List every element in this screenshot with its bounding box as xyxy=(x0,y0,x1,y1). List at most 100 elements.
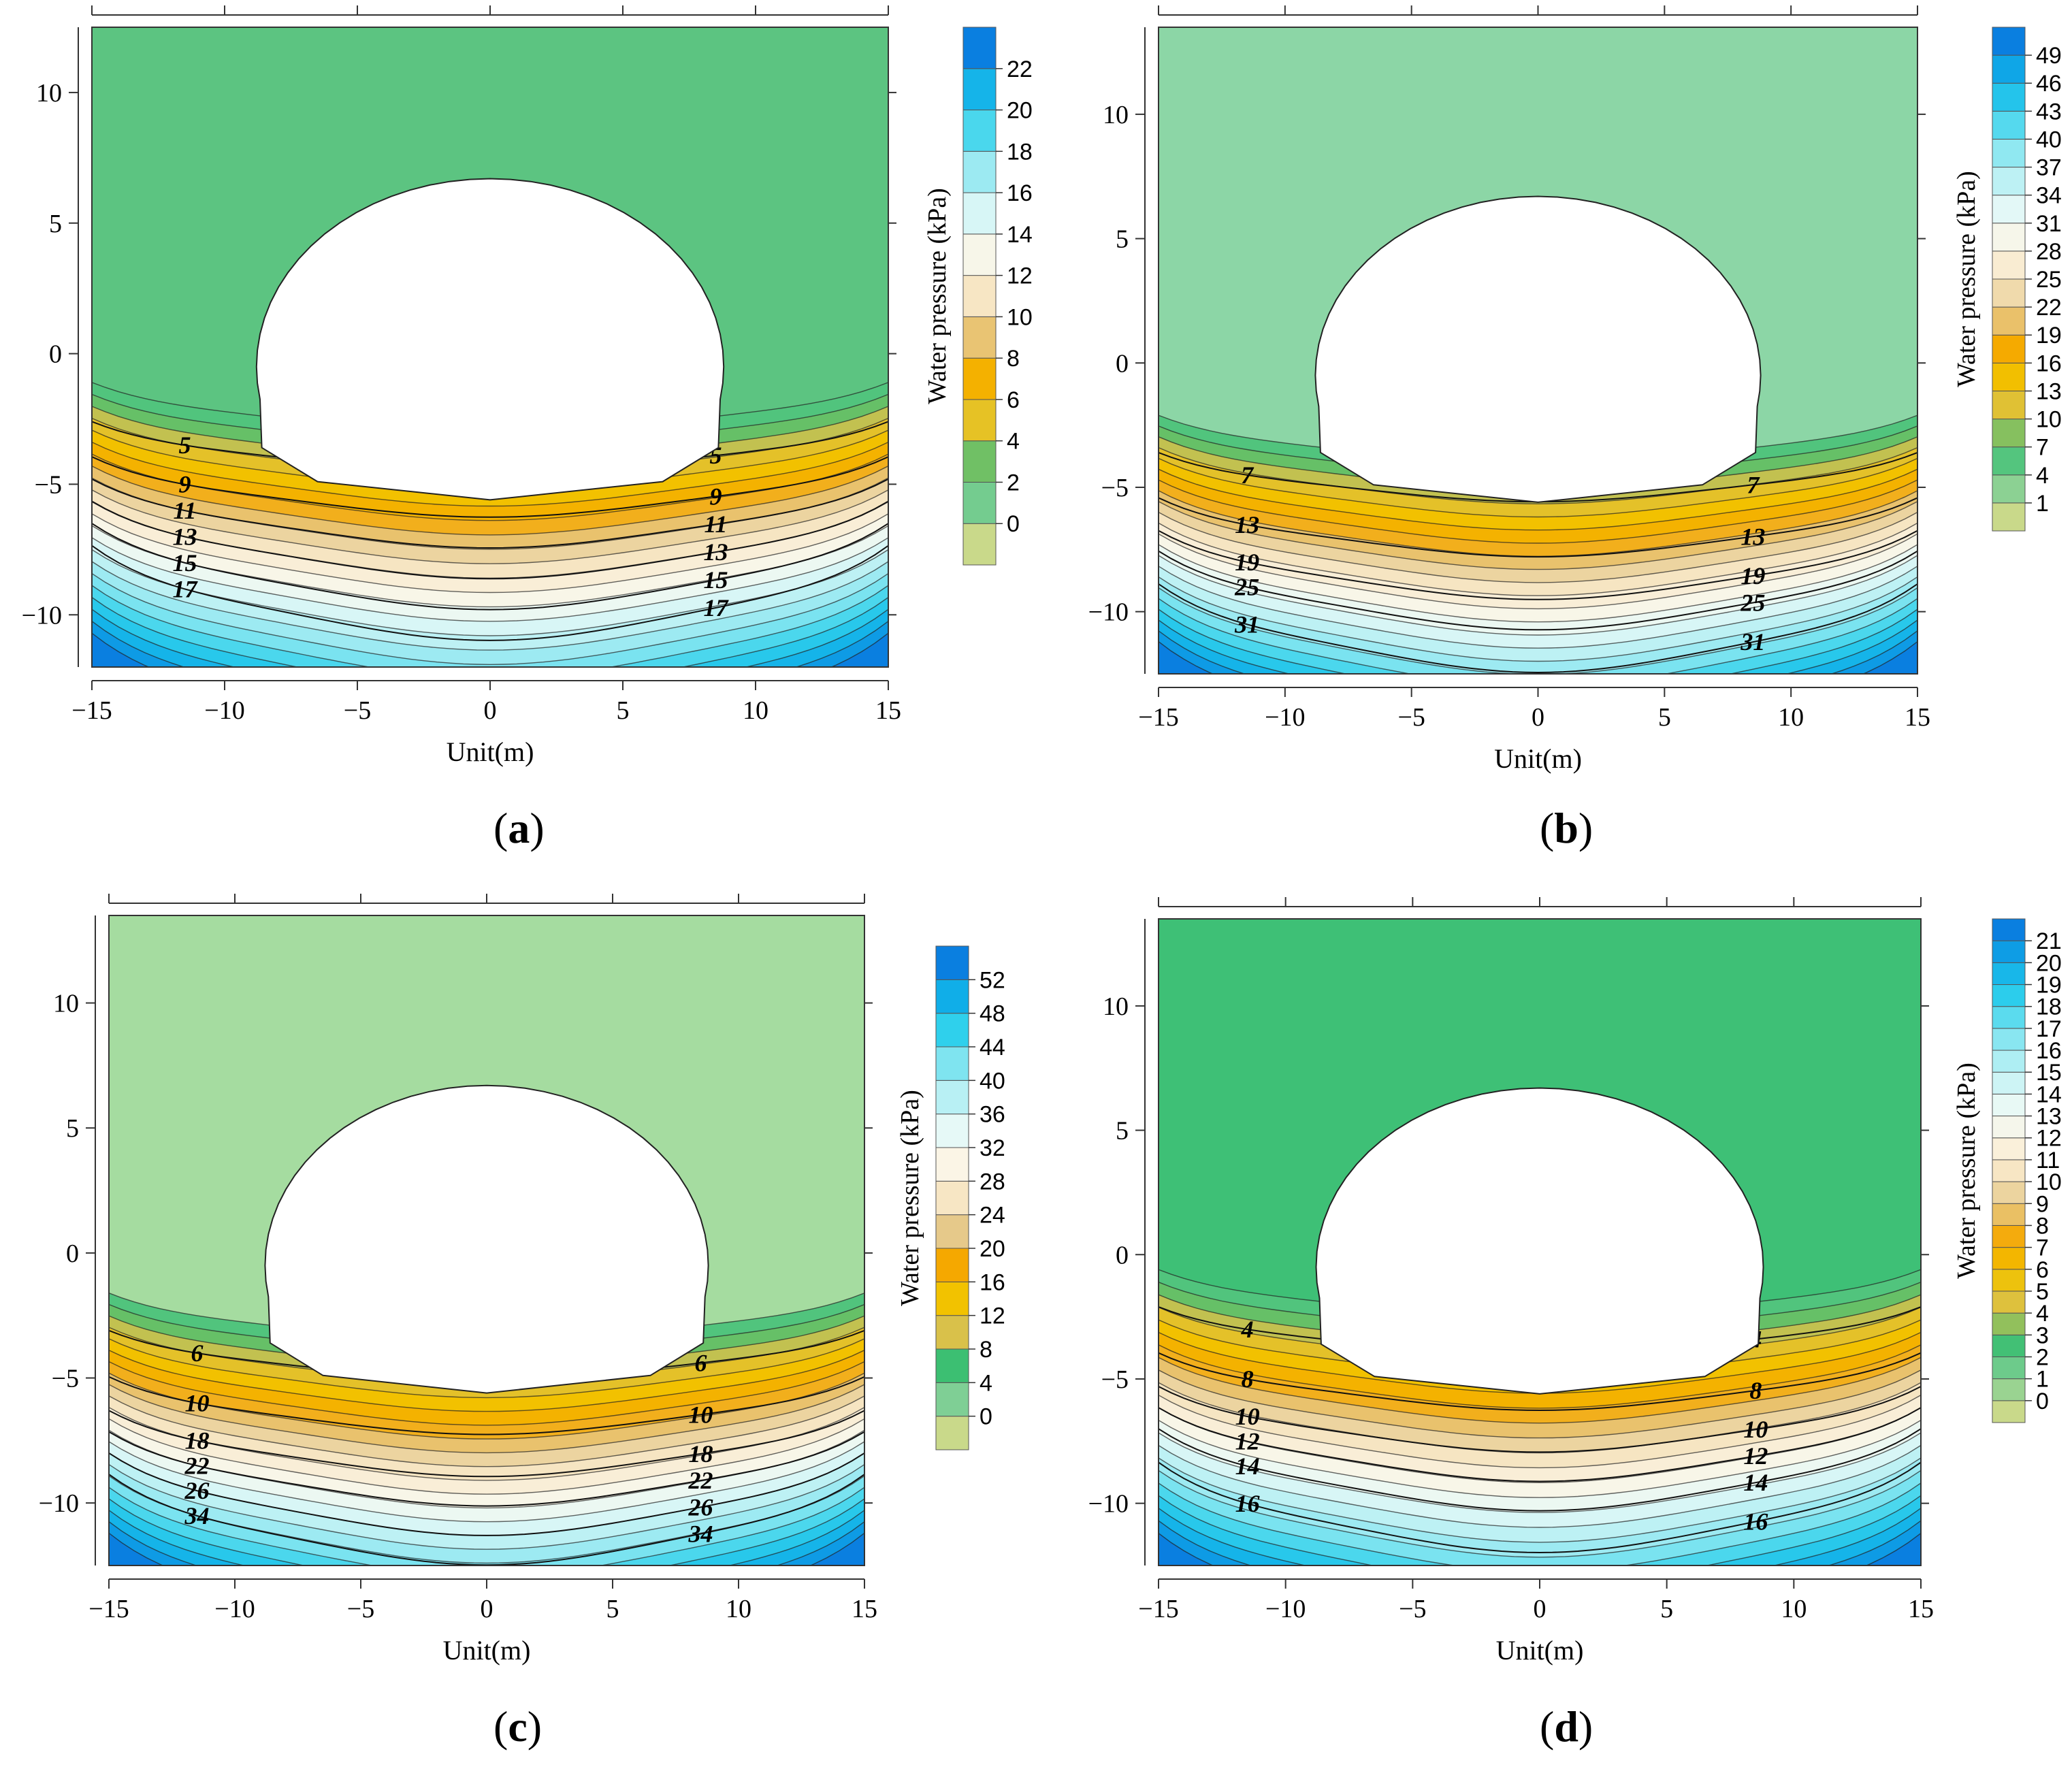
colorbar-tick-label: 8 xyxy=(980,1337,992,1363)
colorbar-tick-label: 16 xyxy=(2036,1038,2062,1064)
colorbar-swatch xyxy=(1992,1334,2026,1357)
contour-label: 4 xyxy=(1241,1316,1254,1343)
colorbar-title: Water pressure (kPa) xyxy=(1952,1062,1981,1279)
contour-line xyxy=(1159,583,1917,674)
contour-label: 9 xyxy=(179,471,191,498)
colorbar-tick-label: 19 xyxy=(2036,323,2062,348)
colorbar-swatch xyxy=(1992,1291,2026,1314)
contour-label: 18 xyxy=(185,1427,210,1455)
colorbar-tick-label: 17 xyxy=(2036,1016,2062,1042)
colorbar-tick-label: 40 xyxy=(2036,127,2062,152)
contour-line xyxy=(109,1410,864,1478)
y-tick-label: 10 xyxy=(36,79,62,108)
contour-label: 8 xyxy=(1242,1365,1254,1393)
x-tick-label: 5 xyxy=(1658,703,1671,732)
colorbar-swatch xyxy=(1992,1312,2026,1335)
x-tick-label: 5 xyxy=(617,696,630,725)
tunnel-cavity xyxy=(1314,195,1762,503)
contour-label: 22 xyxy=(688,1467,713,1494)
tunnel-cavity xyxy=(1315,1087,1764,1395)
colorbar-swatch xyxy=(1992,1116,2026,1139)
contour-label: 14 xyxy=(1235,1452,1260,1480)
colorbar-tick-label: 19 xyxy=(2036,973,2062,999)
colorbar-tick-label: 7 xyxy=(2036,435,2049,461)
y-tick-label: −5 xyxy=(1101,474,1129,502)
contour-label: 13 xyxy=(173,523,197,551)
x-tick-label: 5 xyxy=(606,1595,619,1623)
x-tick-label: −10 xyxy=(214,1595,255,1623)
x-tick-label: −5 xyxy=(347,1595,374,1623)
colorbar-swatch xyxy=(962,316,997,359)
x-axis-label: Unit(m) xyxy=(447,736,534,767)
colorbar-swatch xyxy=(1992,1006,2026,1029)
x-tick-label: 15 xyxy=(852,1595,877,1623)
colorbar-tick-label: 20 xyxy=(980,1236,1005,1262)
colorbar-swatch xyxy=(1992,138,2026,168)
plot-frame xyxy=(91,27,889,668)
colorbar-swatch xyxy=(1992,1050,2026,1073)
panel-label-c: (c) xyxy=(493,1702,543,1751)
contour-label: 16 xyxy=(1235,1490,1260,1517)
contour-label: 10 xyxy=(1743,1416,1768,1443)
colorbar-swatch xyxy=(1992,223,2026,252)
colorbar-swatch xyxy=(1992,362,2026,391)
colorbar-swatch xyxy=(1992,390,2026,420)
panel-label-b: (b) xyxy=(1540,804,1593,852)
tunnel-cavity xyxy=(264,1084,709,1394)
colorbar-tick-label: 16 xyxy=(2036,351,2062,376)
colorbar-swatch xyxy=(962,27,997,69)
colorbar-tick-label: 43 xyxy=(2036,99,2062,125)
contour-label: 18 xyxy=(689,1440,713,1467)
contour-line xyxy=(1159,1407,1921,1482)
colorbar-tick-label: 0 xyxy=(2036,1389,2049,1414)
colorbar-swatch xyxy=(935,1281,969,1316)
colorbar-tick-label: 21 xyxy=(2036,928,2062,954)
panel-b: 7 7 13 13 19 19 25 25 31 31 −15 −10 −5 0 5 10 15 10 5 0 −5 −1… xyxy=(1036,0,2072,885)
colorbar-swatch xyxy=(1992,984,2026,1007)
colorbar-swatch xyxy=(1992,1224,2026,1248)
colorbar-tick-label: 7 xyxy=(2036,1235,2049,1261)
colorbar-swatch xyxy=(962,150,997,193)
contour-line xyxy=(92,478,888,549)
x-tick-label: 0 xyxy=(481,1595,493,1623)
contour-label: 7 xyxy=(1747,471,1760,498)
colorbar-tick-label: 49 xyxy=(2036,43,2062,69)
colorbar-swatch xyxy=(1992,918,2026,941)
colorbar-swatch xyxy=(1992,306,2026,336)
colorbar-swatch xyxy=(1992,1093,2026,1117)
contour-line xyxy=(1159,497,1917,558)
contour-label: 10 xyxy=(1235,1403,1260,1430)
contour-label: 25 xyxy=(1740,589,1765,616)
colorbar-swatch xyxy=(962,275,997,317)
contour-band xyxy=(1159,587,1917,674)
colorbar-swatch xyxy=(1992,1400,2026,1423)
colorbar-swatch xyxy=(962,68,997,111)
x-tick-label: −15 xyxy=(88,1595,129,1623)
colorbar-title: Water pressure (kPa) xyxy=(896,1090,924,1306)
contour-label: 6 xyxy=(695,1349,707,1376)
colorbar-swatch xyxy=(1992,1028,2026,1051)
y-tick-label: −10 xyxy=(39,1489,79,1518)
contour-label: 10 xyxy=(689,1401,713,1428)
x-tick-label: 5 xyxy=(1660,1595,1673,1623)
x-tick-label: −10 xyxy=(1265,703,1305,732)
colorbar-swatch xyxy=(1992,1247,2026,1270)
y-tick-label: 0 xyxy=(1116,349,1129,378)
contour-label: 12 xyxy=(1235,1428,1260,1455)
colorbar-tick-label: 22 xyxy=(1007,56,1033,82)
colorbar-tick-label: 36 xyxy=(980,1102,1005,1128)
colorbar-tick-label: 10 xyxy=(1007,304,1033,330)
colorbar-tick-label: 8 xyxy=(2036,1213,2049,1239)
contour-line xyxy=(1159,1386,1921,1453)
contour-label: 26 xyxy=(688,1493,713,1521)
x-axis-label: Unit(m) xyxy=(1494,743,1582,774)
contour-line xyxy=(92,456,888,518)
colorbar-tick-label: 34 xyxy=(2036,183,2062,209)
contour-label: 13 xyxy=(704,538,728,566)
colorbar-tick-label: 22 xyxy=(2036,295,2062,321)
contour-label: 13 xyxy=(1741,523,1765,550)
colorbar-swatch xyxy=(962,357,997,400)
panel-label-d: (d) xyxy=(1540,1702,1593,1751)
